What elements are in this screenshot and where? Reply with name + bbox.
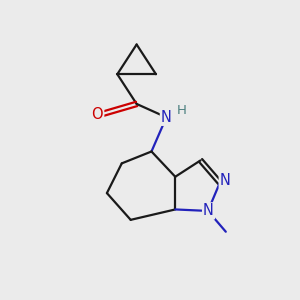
Text: N: N <box>220 173 231 188</box>
Text: H: H <box>177 104 187 117</box>
Text: N: N <box>203 203 214 218</box>
Text: N: N <box>161 110 172 125</box>
Text: O: O <box>92 107 103 122</box>
